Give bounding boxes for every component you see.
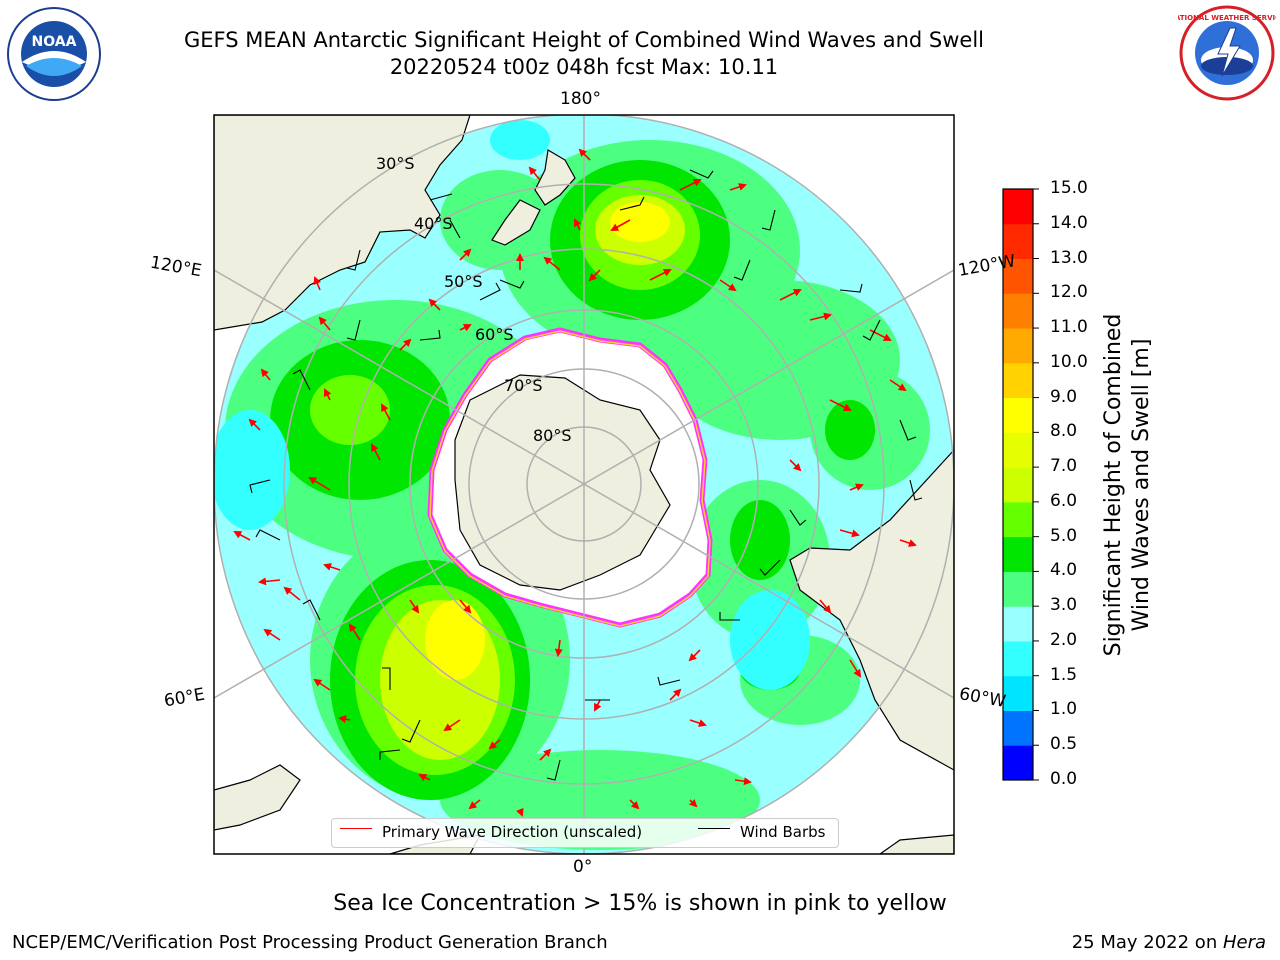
colorbar-tick-label: 13.0 [1050, 247, 1088, 268]
footer-date-text: 25 May 2022 on [1071, 932, 1223, 953]
colorbar-tick-label: 1.5 [1050, 664, 1078, 685]
nws-logo-text: NATIONAL WEATHER SERVICE [1178, 14, 1276, 22]
colorbar-title: Significant Height of Combined Wind Wave… [1100, 314, 1156, 657]
wave-legend-label: Primary Wave Direction (unscaled) [382, 823, 643, 841]
colorbar-band [1003, 536, 1033, 572]
map-legend: Primary Wave Direction (unscaled) Wind B… [331, 818, 839, 848]
lon-label-180: 180° [560, 89, 601, 109]
colorbar-tick-label: 14.0 [1050, 212, 1088, 233]
lat-label-50s: 50°S [444, 272, 483, 291]
colorbar [1002, 188, 1039, 781]
colorbar-title-line2: Wind Waves and Swell [m] [1129, 338, 1154, 632]
colorbar-band [1003, 606, 1033, 642]
chart-title: GEFS MEAN Antarctic Significant Height o… [183, 28, 985, 52]
nws-logo: NATIONAL WEATHER SERVICE [1178, 5, 1276, 101]
footer-date: 25 May 2022 on Hera [1072, 932, 1266, 953]
sea-ice [427, 327, 713, 628]
lon-label-0: 0° [573, 857, 593, 877]
colorbar-tick-label: 7.0 [1050, 456, 1078, 477]
colorbar-tick-label: 5.0 [1050, 525, 1078, 546]
wind-legend-swatch [698, 828, 730, 829]
wind-legend-label: Wind Barbs [740, 823, 826, 841]
colorbar-band [1003, 710, 1033, 746]
lat-label-70s: 70°S [504, 376, 543, 395]
colorbar-band [1003, 467, 1033, 503]
colorbar-tick-label: 10.0 [1050, 351, 1088, 372]
lat-label-40s: 40°S [414, 214, 453, 233]
colorbar-tick-label: 12.0 [1050, 282, 1088, 303]
colorbar-band [1003, 258, 1033, 294]
colorbar-tick-label: 15.0 [1050, 178, 1088, 198]
colorbar-tick-label: 3.0 [1050, 595, 1078, 616]
colorbar-title-line1: Significant Height of Combined [1101, 313, 1126, 657]
colorbar-tick-label: 0.5 [1050, 734, 1078, 755]
colorbar-band [1003, 432, 1033, 468]
noaa-logo: NOAA [7, 7, 101, 101]
chart-subtitle: 20220524 t00z 048h fcst Max: 10.11 [389, 55, 779, 79]
colorbar-tick-label: 9.0 [1050, 386, 1078, 407]
colorbar-band [1003, 745, 1033, 781]
lat-label-60s: 60°S [475, 325, 514, 344]
colorbar-tick-label: 2.0 [1050, 629, 1078, 650]
antarctica [454, 374, 671, 591]
lat-label-30s: 30°S [376, 154, 415, 173]
wind-barbs [249, 169, 923, 781]
colorbar-tick-label: 4.0 [1050, 560, 1078, 581]
footer-machine: Hera [1222, 932, 1266, 953]
colorbar-band [1003, 293, 1033, 329]
lat-label-80s: 80°S [533, 426, 572, 445]
colorbar-tick-label: 1.0 [1050, 699, 1078, 720]
colorbar-tick-label: 0.0 [1050, 769, 1078, 789]
colorbar-band [1003, 571, 1033, 607]
wave-legend-swatch [340, 828, 372, 829]
colorbar-band [1003, 328, 1033, 364]
noaa-logo-text: NOAA [32, 34, 77, 50]
colorbar-band [1003, 397, 1033, 433]
map-frame [213, 114, 955, 855]
colorbar-tick-label: 11.0 [1050, 317, 1088, 338]
graticule [214, 115, 954, 854]
colorbar-tick-label: 8.0 [1050, 421, 1078, 442]
colorbar-band [1003, 223, 1033, 260]
colorbar-tick-label: 6.0 [1050, 490, 1078, 511]
wave-direction-arrows [233, 148, 917, 817]
colorbar-band [1003, 189, 1033, 225]
colorbar-band [1003, 675, 1033, 711]
colorbar-band [1003, 640, 1033, 677]
colorbar-band [1003, 501, 1033, 538]
latitude-labels: 30°S 40°S 50°S 60°S 70°S 80°S [376, 154, 572, 445]
sea-ice-caption: Sea Ice Concentration > 15% is shown in … [333, 891, 947, 916]
footer-branch: NCEP/EMC/Verification Post Processing Pr… [12, 932, 608, 953]
colorbar-band [1003, 362, 1033, 399]
